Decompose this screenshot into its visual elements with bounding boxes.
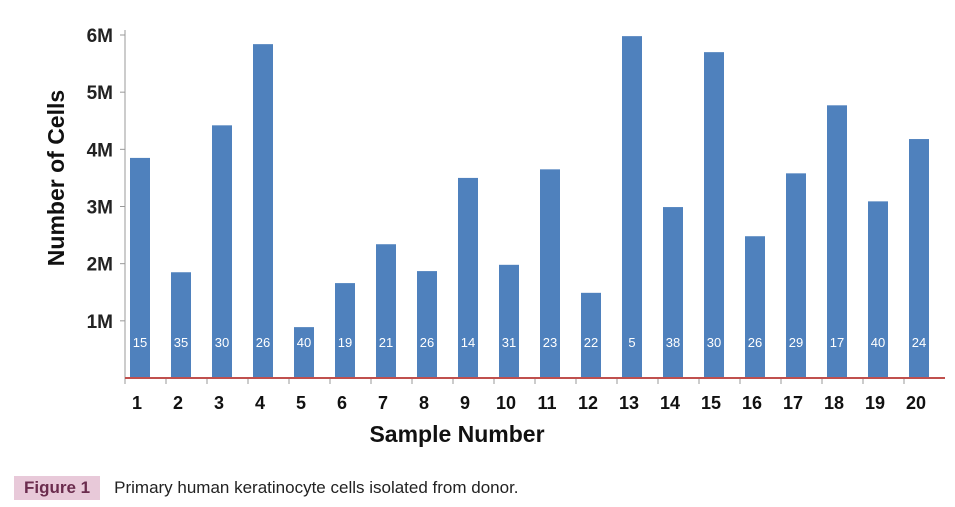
bar-label: 26 (256, 335, 270, 350)
bar-label: 35 (174, 335, 188, 350)
bar (212, 125, 232, 378)
x-tick-label: 6 (337, 393, 347, 413)
bar-label: 19 (338, 335, 352, 350)
y-tick-label: 2M (87, 255, 113, 276)
x-tick-label: 12 (578, 393, 598, 413)
x-tick-label: 3 (214, 393, 224, 413)
bar-label: 22 (584, 335, 598, 350)
x-tick-label: 15 (701, 393, 721, 413)
figure-label: Figure 1 (14, 476, 101, 500)
bar (376, 244, 396, 378)
caption-text: Primary human keratinocyte cells isolate… (114, 478, 519, 497)
x-tick-label: 1 (132, 393, 142, 413)
bar-label: 40 (871, 335, 885, 350)
bar-chart: 1M2M3M4M5M6M1513523032644051962172681493… (43, 26, 945, 447)
bar-label: 15 (133, 335, 147, 350)
bar-label: 17 (830, 335, 844, 350)
bar-label: 30 (215, 335, 229, 350)
x-tick-label: 4 (255, 393, 265, 413)
bar-label: 40 (297, 335, 311, 350)
bar (909, 139, 929, 378)
bar (663, 207, 683, 378)
bar (786, 173, 806, 378)
y-tick-label: 4M (87, 140, 113, 161)
x-tick-label: 7 (378, 393, 388, 413)
bar (458, 177, 478, 378)
x-axis-label: Sample Number (369, 421, 544, 447)
y-tick-label: 1M (87, 312, 113, 333)
bar (417, 271, 437, 378)
bar (827, 105, 847, 378)
x-tick-label: 11 (537, 393, 556, 413)
bar-label: 31 (502, 335, 516, 350)
x-tick-label: 10 (496, 393, 516, 413)
bar (622, 36, 642, 378)
bar-label: 26 (748, 335, 762, 350)
bar-label: 5 (628, 335, 635, 350)
bar (335, 283, 355, 378)
bar-label: 24 (912, 335, 926, 350)
x-tick-label: 18 (824, 393, 844, 413)
x-tick-label: 13 (619, 393, 639, 413)
bar (745, 236, 765, 378)
x-tick-label: 5 (296, 393, 306, 413)
x-tick-label: 16 (742, 393, 762, 413)
bar (499, 264, 519, 378)
x-tick-label: 17 (783, 393, 803, 413)
bar (868, 201, 888, 378)
y-axis-label: Number of Cells (43, 90, 69, 266)
bar-label: 21 (379, 335, 393, 350)
bar (253, 44, 273, 378)
bar-label: 23 (543, 335, 557, 350)
x-tick-label: 14 (660, 393, 680, 413)
bar-label: 26 (420, 335, 434, 350)
bar (704, 52, 724, 379)
bar-label: 29 (789, 335, 803, 350)
figure-caption: Figure 1 Primary human keratinocyte cell… (14, 476, 519, 500)
bar-label: 30 (707, 335, 721, 350)
y-tick-label: 5M (87, 83, 113, 104)
x-tick-label: 2 (173, 393, 183, 413)
x-tick-label: 19 (865, 393, 885, 413)
x-tick-label: 20 (906, 393, 926, 413)
bar-label: 38 (666, 335, 680, 350)
bar (171, 272, 191, 378)
y-tick-label: 3M (87, 198, 113, 219)
bar-label: 14 (461, 335, 475, 350)
x-tick-label: 9 (460, 393, 470, 413)
bar (581, 292, 601, 378)
bar (540, 169, 560, 378)
bar (130, 157, 150, 378)
y-tick-label: 6M (87, 26, 113, 47)
x-tick-label: 8 (419, 393, 429, 413)
bar (294, 327, 314, 378)
